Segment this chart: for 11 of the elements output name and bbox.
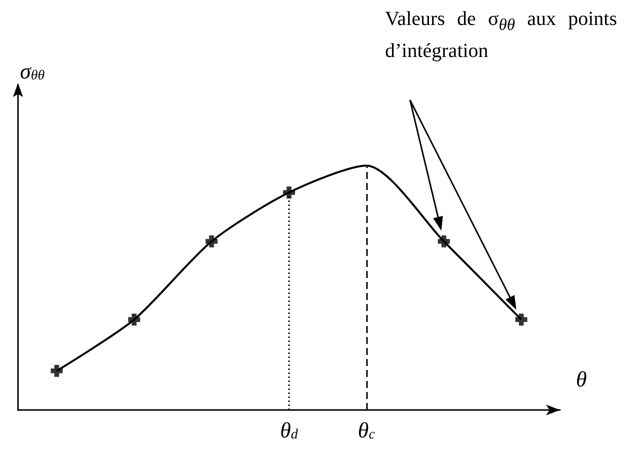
- point: [128, 314, 140, 326]
- point: [50, 364, 63, 377]
- point: [206, 235, 218, 248]
- y-axis-title: σθθ: [20, 58, 45, 84]
- x-tick-label: θc: [358, 418, 376, 442]
- text: Valeurs de σ$_{θθ}$ aux points d’intégration: [385, 8, 617, 62]
- point: [283, 186, 295, 199]
- x-axis-title: θ: [576, 366, 587, 392]
- x-tick-label: θd: [280, 418, 299, 442]
- point: [438, 235, 450, 248]
- point: [515, 314, 528, 326]
